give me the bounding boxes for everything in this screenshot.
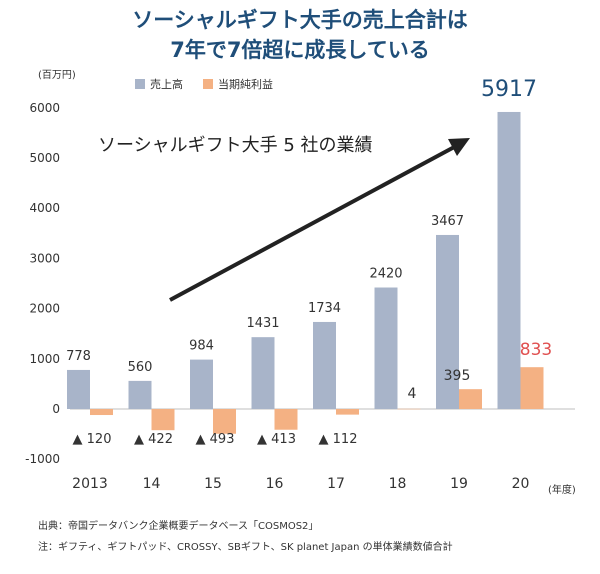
data-label-profit: ▲ 112 — [319, 432, 358, 447]
x-tick-label: 20 — [512, 476, 530, 492]
trend-arrow-head — [448, 138, 470, 156]
data-label-profit: ▲ 422 — [134, 432, 173, 447]
data-label-profit: 395 — [444, 368, 471, 384]
data-label-sales: 5917 — [481, 77, 537, 102]
x-tick-label: 17 — [327, 476, 345, 492]
chart-title-line2: 7年で7倍超に成長している — [170, 38, 430, 62]
chart-annotation: ソーシャルギフト大手 5 社の業績 — [98, 135, 373, 156]
source-note: 出典：帝国データバンク企業概要データベース「COSMOS2」 — [38, 521, 319, 532]
legend-label-profit: 当期純利益 — [218, 77, 273, 91]
y-tick-label: -1000 — [25, 452, 60, 466]
bar-profit — [459, 389, 482, 409]
y-tick-label: 5000 — [29, 151, 60, 165]
bar-sales — [251, 337, 275, 409]
legend-label-sales: 売上高 — [150, 77, 183, 91]
bar-sales — [128, 380, 152, 409]
x-tick-label: 15 — [204, 476, 222, 492]
bar-profit — [90, 409, 113, 416]
legend-swatch-sales — [135, 79, 145, 89]
data-label-sales: 3467 — [431, 214, 464, 229]
bar-profit — [520, 367, 544, 409]
data-label-sales: 1431 — [246, 316, 279, 331]
footnote: 注：ギフティ、ギフトパッド、CROSSY、SBギフト、SK planet Jap… — [38, 542, 453, 553]
y-tick-label: 2000 — [29, 302, 60, 316]
x-tick-label: 16 — [266, 476, 284, 492]
bar-sales — [436, 234, 459, 409]
bar-profit — [274, 409, 298, 430]
data-label-profit: 833 — [520, 340, 552, 360]
data-label-sales: 560 — [128, 360, 153, 375]
bar-sales — [190, 359, 213, 409]
bar-sales — [67, 369, 90, 409]
trend-arrow-shaft — [169, 143, 459, 302]
bar-profit — [336, 409, 359, 415]
data-label-profit: ▲ 493 — [196, 432, 235, 447]
bar-sales — [497, 111, 521, 409]
bar-sales — [313, 321, 336, 409]
data-label-sales: 778 — [66, 349, 91, 364]
data-label-profit: ▲ 413 — [257, 432, 296, 447]
x-tick-label: 18 — [389, 476, 407, 492]
y-tick-label: 3000 — [29, 251, 60, 265]
bar-profit — [151, 409, 175, 431]
bar-sales — [374, 287, 398, 409]
x-tick-label: 19 — [450, 476, 468, 492]
y-unit-label: (百万円) — [38, 69, 76, 81]
data-label-sales: 1734 — [308, 301, 341, 316]
x-unit-label: (年度) — [548, 483, 576, 496]
y-tick-label: 4000 — [29, 201, 60, 215]
x-tick-label: 14 — [143, 476, 161, 492]
chart-title-line1: ソーシャルギフト大手の売上合計は — [132, 8, 468, 32]
y-tick-label: 6000 — [29, 101, 60, 115]
data-label-profit: ▲ 120 — [73, 432, 112, 447]
y-tick-label: 1000 — [29, 352, 60, 366]
x-tick-label: 2013 — [72, 476, 108, 492]
y-tick-label: 0 — [52, 402, 60, 416]
data-label-sales: 2420 — [369, 267, 402, 282]
legend-swatch-profit — [203, 79, 213, 89]
bar-profit — [397, 408, 421, 410]
data-label-profit: 4 — [408, 386, 417, 402]
bar-profit — [213, 409, 236, 434]
data-label-sales: 984 — [189, 339, 214, 354]
